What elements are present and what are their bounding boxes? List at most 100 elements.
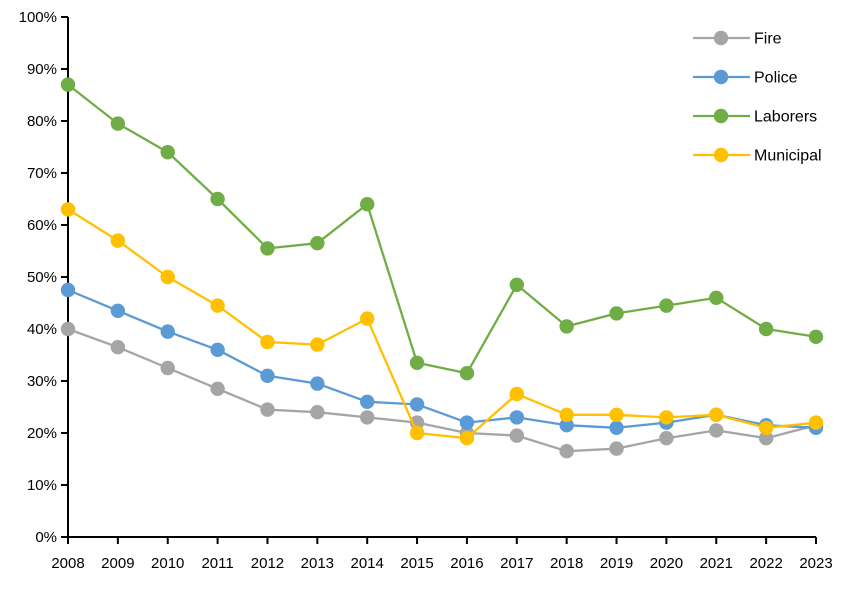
- legend-item-police: Police: [693, 70, 798, 87]
- series-municipal-marker: [260, 334, 275, 350]
- y-axis-tick-label: 40%: [27, 321, 57, 338]
- series-fire-marker: [559, 444, 574, 459]
- y-axis-tick-label: 100%: [19, 9, 57, 26]
- legend: Fire Police Laborers Municipal: [693, 31, 822, 165]
- y-axis-tick-label: 90%: [27, 61, 57, 78]
- series-fire-marker: [709, 423, 724, 438]
- series-municipal-marker: [609, 407, 624, 422]
- y-axis-tick-label: 60%: [27, 217, 57, 234]
- series-municipal-marker: [808, 415, 824, 430]
- series-municipal-marker: [409, 425, 425, 441]
- series-police-marker: [509, 410, 524, 425]
- series-laborers-marker: [509, 277, 524, 292]
- y-axis-tick-label: 80%: [27, 113, 57, 130]
- series-fire-marker: [659, 431, 674, 446]
- series-laborers-marker: [659, 298, 674, 313]
- series-laborers-marker: [310, 236, 325, 251]
- legend-item-laborers: Laborers: [693, 109, 817, 126]
- series-municipal: [60, 202, 824, 446]
- series-fire: [60, 321, 824, 459]
- x-axis-tick-label: 2009: [101, 555, 134, 572]
- series-municipal-marker: [60, 202, 76, 217]
- x-axis-tick-label: 2018: [550, 555, 583, 572]
- series-laborers-marker: [110, 116, 126, 131]
- series-police-marker: [160, 324, 175, 339]
- series-laborers-marker: [808, 329, 824, 344]
- series-fire-marker: [260, 402, 275, 417]
- legend-label-laborers: Laborers: [754, 109, 817, 126]
- legend-label-fire: Fire: [754, 31, 782, 48]
- series-municipal-marker: [160, 269, 175, 285]
- series-fire-marker: [210, 381, 225, 396]
- series-municipal-marker: [559, 407, 574, 422]
- y-axis-tick-label: 30%: [27, 373, 57, 390]
- series-laborers-marker: [758, 321, 774, 337]
- x-axis-tick-label: 2012: [251, 555, 284, 572]
- legend-marker-municipal: [713, 147, 729, 163]
- series-fire-marker: [160, 360, 175, 376]
- y-axis-tick-label: 50%: [27, 269, 57, 286]
- series-municipal-line: [66, 208, 818, 440]
- x-axis-tick-label: 2013: [301, 555, 334, 572]
- series-municipal-marker: [110, 233, 126, 248]
- legend-marker-laborers: [713, 108, 729, 124]
- legend-item-municipal: Municipal: [693, 148, 822, 165]
- series-laborers-marker: [360, 197, 375, 212]
- series-police-marker: [459, 415, 475, 430]
- x-axis-tick-label: 2014: [351, 555, 384, 572]
- series-laborers: [60, 77, 824, 381]
- series-laborers-marker: [459, 366, 475, 381]
- series-municipal-marker: [459, 431, 475, 446]
- legend-label-police: Police: [754, 70, 798, 87]
- legend-marker-police: [713, 69, 729, 85]
- series-municipal-marker: [758, 420, 774, 435]
- series-laborers-marker: [609, 306, 624, 321]
- series-fire-line: [66, 327, 818, 453]
- series-police-line: [66, 288, 818, 429]
- x-axis-tick-label: 2017: [500, 555, 533, 572]
- series-laborers-marker: [160, 145, 175, 160]
- x-axis-tick-label: 2010: [151, 555, 184, 572]
- y-axis-tick-label: 0%: [35, 529, 57, 546]
- series-fire-marker: [609, 441, 624, 456]
- x-axis-tick-label: 2019: [600, 555, 633, 572]
- series-laborers-marker: [60, 77, 76, 92]
- series-municipal-marker: [709, 407, 724, 422]
- series-fire-marker: [758, 431, 774, 446]
- series-police: [60, 282, 824, 435]
- series-municipal-marker: [360, 311, 375, 326]
- legend-label-municipal: Municipal: [754, 148, 822, 165]
- series-police-marker: [559, 418, 574, 433]
- series-police-marker: [609, 420, 624, 435]
- series-police-marker: [210, 342, 225, 357]
- series-municipal-marker: [659, 410, 674, 425]
- series-laborers-marker: [210, 191, 225, 207]
- series-police-marker: [310, 376, 325, 391]
- x-axis-tick-label: 2023: [799, 555, 832, 572]
- x-axis-tick-label: 2021: [700, 555, 733, 572]
- y-axis-tick-label: 20%: [27, 425, 57, 442]
- series-laborers-marker: [409, 355, 425, 370]
- series-laborers-line: [66, 83, 818, 375]
- legend-item-fire: Fire: [693, 31, 782, 48]
- series-fire-marker: [310, 405, 325, 420]
- y-axis-tick-label: 10%: [27, 477, 57, 494]
- series-police-marker: [360, 394, 375, 409]
- series-fire-marker: [110, 340, 126, 355]
- series-municipal-marker: [509, 386, 524, 402]
- series-police-marker: [60, 282, 76, 298]
- series-fire-marker: [509, 428, 524, 443]
- y-axis-tick-label: 70%: [27, 165, 57, 182]
- series-laborers-marker: [709, 290, 724, 305]
- series-police-marker: [260, 368, 275, 383]
- x-axis-tick-label: 2008: [51, 555, 84, 572]
- x-axis-tick-label: 2011: [201, 555, 233, 572]
- series-municipal-marker: [310, 337, 325, 352]
- series-police-marker: [409, 397, 425, 412]
- x-axis-tick-label: 2016: [450, 555, 483, 572]
- series-police-marker: [110, 303, 126, 318]
- series-laborers-marker: [559, 319, 574, 334]
- series-municipal-marker: [210, 298, 225, 313]
